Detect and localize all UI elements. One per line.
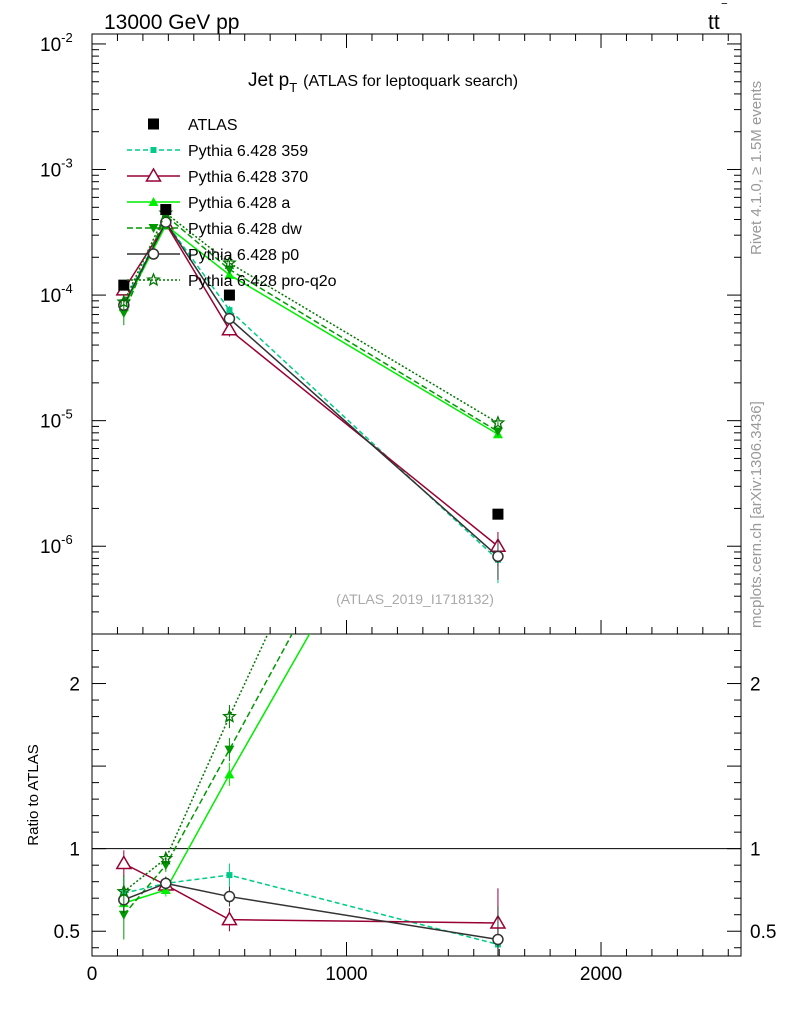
main-point-5-3 (490, 415, 506, 430)
legend-label-2: Pythia 6.428 a (188, 195, 290, 212)
ratio-series-line-5 (123, 634, 269, 893)
main-y-tick-exponent-4: -2 (61, 30, 73, 45)
ratio-point-4-2 (223, 890, 236, 903)
ratio-point-4-3 (492, 933, 504, 946)
ratio-x-tick-label-0: 0 (87, 964, 98, 985)
ratio-point-5-1 (158, 850, 174, 865)
ratio-point-2-2 (224, 769, 235, 779)
main-point-4-3 (492, 550, 504, 563)
legend-label-3: Pythia 6.428 dw (188, 221, 302, 238)
legend-marker-0 (150, 147, 157, 153)
ratio-series (115, 133, 507, 956)
chart-title-main: Jet p (248, 70, 289, 91)
main-y-tick-exponent-3: -3 (61, 156, 73, 171)
ratio-series-line-3 (123, 634, 293, 916)
ratio-y-ticks: 0.5 0.5 1 1 2 2 (54, 650, 776, 949)
legend: ATLAS Pythia 6.428 359 Pythia 6.428 370 Pyt… (127, 117, 337, 290)
main-y-tick-label-1: 10-5 (40, 407, 73, 433)
main-point-5-2 (222, 255, 237, 270)
legend-label-data: ATLAS (188, 117, 238, 134)
main-series-line-0 (123, 220, 499, 561)
atlas-data-point-0 (118, 279, 130, 291)
legend-marker-data (148, 118, 159, 130)
atlas-data-point-3 (492, 508, 504, 520)
main-y-tick-exponent-0: -6 (61, 532, 73, 547)
ratio-point-1-2 (221, 911, 238, 926)
main-y-tick-label-3: 10-3 (40, 156, 73, 182)
ratio-series-line-4 (123, 882, 499, 941)
ratio-y-tick-label-left-0: 0.5 (54, 922, 80, 943)
legend-label-1: Pythia 6.428 370 (188, 169, 308, 186)
ratio-point-1-0 (115, 855, 133, 870)
main-y-tick-exponent-1: -5 (61, 407, 73, 422)
legend-marker-5 (146, 272, 161, 287)
chart-title-rest: (ATLAS for leptoquark search) (303, 73, 518, 90)
rivet-label: Rivet 4.1.0, ≥ 1.5M events (748, 81, 765, 255)
main-point-1-2 (221, 321, 238, 336)
ratio-frame (91, 633, 742, 957)
ratio-point-3-3 (493, 250, 503, 259)
ratio-point-4-1 (160, 877, 172, 890)
ratio-point-5-0 (116, 883, 132, 898)
main-y-ticks: 10-6 10-5 10-4 10-3 10-2 (40, 30, 741, 635)
main-series-line-5 (123, 211, 499, 424)
ratio-y-tick-label-left-2: 2 (69, 675, 80, 696)
analysis-label: (ATLAS_2019_I1718132) (336, 591, 494, 607)
atlas-data-point-1 (160, 204, 172, 216)
ratio-y-tick-label-right-0: 0.5 (750, 922, 776, 943)
ratio-panel: 0.5 0.5 1 1 2 2 0 1000 2000 Ratio to ATLAS (25, 133, 776, 985)
main-point-3-3 (492, 427, 503, 437)
ratio-point-5-3 (492, 133, 503, 144)
legend-label-4: Pythia 6.428 p0 (188, 247, 299, 264)
main-panel: 10-6 10-5 10-4 10-3 10-2 Jet pT (ATLAS for le… (40, 30, 742, 635)
main-y-tick-exponent-2: -4 (61, 281, 73, 296)
ratio-y-tick-label-right-1: 1 (750, 840, 761, 861)
ratio-point-5-2 (222, 708, 237, 723)
ratio-series-line-1 (123, 862, 498, 924)
chart-title-sub: T (289, 80, 297, 95)
main-point-5-0 (116, 294, 132, 309)
atlas-data-point-2 (223, 289, 235, 301)
main-point-0-2 (226, 307, 233, 314)
energy-label: 13000 GeV pp (104, 11, 239, 34)
ratio-series-line-2 (123, 634, 311, 904)
ratio-y-tick-label-left-1: 1 (69, 840, 80, 861)
legend-marker-1 (145, 167, 162, 182)
main-series (115, 204, 507, 584)
legend-marker-3 (148, 224, 159, 233)
main-series-line-3 (123, 214, 499, 433)
ratio-x-ticks: 0 1000 2000 (87, 942, 729, 985)
legend-marker-4 (147, 248, 160, 260)
mcplots-label: mcplots.cern.ch [arXiv:1306.3436] (748, 401, 765, 628)
main-point-3-0 (118, 309, 129, 319)
main-series-line-4 (123, 220, 499, 557)
legend-label-0: Pythia 6.428 359 (188, 143, 308, 160)
process-label: tt (708, 11, 720, 34)
main-point-4-2 (223, 312, 236, 325)
ratio-y-tick-label-right-2: 2 (750, 675, 761, 696)
main-y-tick-label-0: 10-6 (40, 532, 73, 558)
process-bar: ‾ (721, 1, 728, 17)
ratio-series-line-0 (123, 874, 499, 946)
ratio-x-tick-label-1: 1000 (325, 964, 367, 985)
ratio-point-2-3 (493, 299, 503, 308)
ratio-point-0-2 (226, 872, 233, 879)
main-y-tick-label-4: 10-2 (40, 30, 73, 56)
legend-label-5: Pythia 6.428 pro-q2o (188, 273, 337, 290)
ratio-x-tick-label-2: 2000 (580, 964, 622, 985)
ratio-ylabel: Ratio to ATLAS (25, 744, 42, 845)
main-x-ticks (91, 34, 729, 634)
ratio-point-3-0 (118, 910, 129, 920)
main-y-tick-label-2: 10-4 (40, 281, 73, 307)
main-series-line-2 (123, 224, 499, 435)
ratio-point-3-2 (224, 745, 235, 755)
legend-marker-2 (148, 197, 159, 206)
chart-title: Jet pT (ATLAS for leptoquark search) (248, 70, 518, 95)
main-point-4-1 (160, 216, 172, 229)
